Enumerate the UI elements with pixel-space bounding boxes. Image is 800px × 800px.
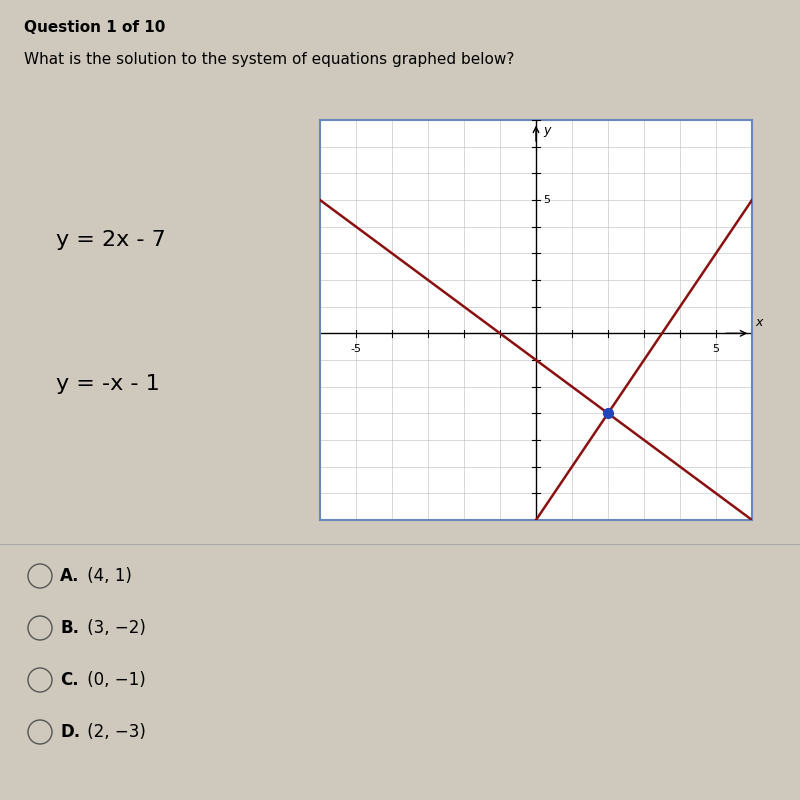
Text: C.: C. (60, 671, 78, 689)
Text: -5: -5 (350, 344, 362, 354)
Text: A.: A. (60, 567, 79, 585)
Text: x: x (755, 316, 763, 330)
Text: (4, 1): (4, 1) (82, 567, 132, 585)
Text: (2, −3): (2, −3) (82, 723, 146, 741)
Text: y = 2x - 7: y = 2x - 7 (56, 230, 166, 250)
Text: B.: B. (60, 619, 79, 637)
Text: (0, −1): (0, −1) (82, 671, 146, 689)
Text: 5: 5 (543, 195, 550, 205)
Text: (3, −2): (3, −2) (82, 619, 146, 637)
Text: y = -x - 1: y = -x - 1 (56, 374, 160, 394)
Text: y: y (543, 124, 550, 137)
Text: Question 1 of 10: Question 1 of 10 (24, 20, 166, 35)
Text: D.: D. (60, 723, 80, 741)
Text: 5: 5 (713, 344, 719, 354)
Text: What is the solution to the system of equations graphed below?: What is the solution to the system of eq… (24, 52, 514, 67)
